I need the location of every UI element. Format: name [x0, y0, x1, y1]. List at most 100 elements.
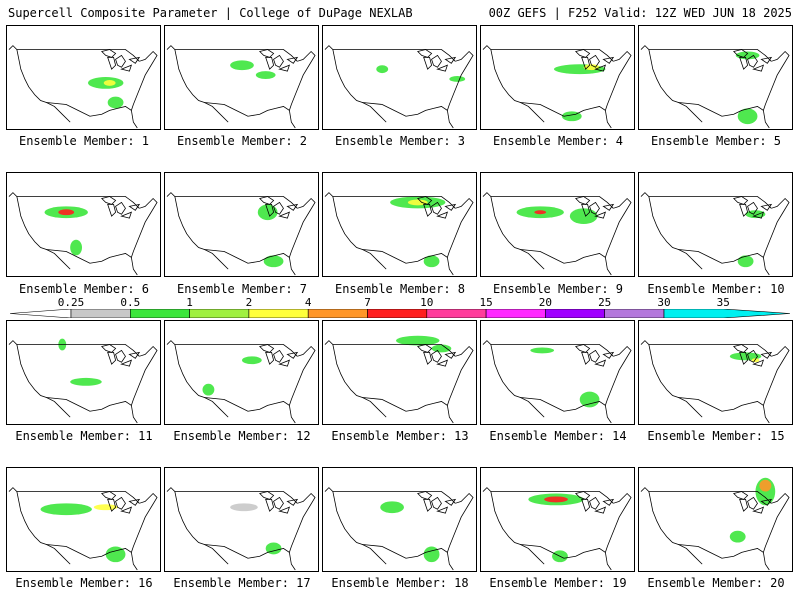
- us-basemap: [324, 487, 474, 571]
- great-lake-outline: [594, 359, 607, 367]
- scp-shading: [58, 209, 75, 216]
- ensemble-member-label: Ensemble Member: 14: [489, 429, 627, 443]
- ensemble-member-label: Ensemble Member: 4: [492, 134, 624, 148]
- scp-shading: [70, 239, 83, 256]
- great-lake-outline: [416, 344, 433, 353]
- scp-shading: [93, 504, 118, 511]
- great-lake-outline: [120, 506, 133, 514]
- map-outline: [482, 45, 545, 123]
- colorbar-tick-label: 15: [479, 296, 493, 309]
- map-panel-member-15: [638, 320, 793, 425]
- map-panel-member-9: [480, 172, 635, 277]
- ensemble-member-label: Ensemble Member: 6: [18, 282, 150, 296]
- great-lake-outline: [739, 498, 749, 512]
- map-panel-member-2: [164, 25, 319, 130]
- colorbar-segment: [248, 309, 309, 318]
- great-lake-outline: [574, 344, 591, 353]
- map-panel-member-5: [638, 25, 793, 130]
- map-outline: [204, 249, 276, 264]
- great-lake-outline: [602, 351, 615, 359]
- ensemble-member-label: Ensemble Member: 12: [173, 429, 311, 443]
- map-outline: [166, 340, 229, 418]
- map-outline: [446, 345, 474, 406]
- chart-title: Supercell Composite Parameter | College …: [8, 6, 413, 20]
- scp-shading: [230, 60, 254, 71]
- map-outline: [520, 544, 592, 559]
- colorbar-tick-label: 1: [186, 296, 193, 309]
- great-lake-outline: [278, 64, 291, 72]
- map-outline: [749, 253, 770, 276]
- great-lake-outline: [752, 359, 765, 367]
- map-outline: [640, 487, 703, 565]
- map-outline: [446, 197, 474, 258]
- ensemble-member-label: Ensemble Member: 7: [176, 282, 308, 296]
- map-outline: [604, 492, 632, 553]
- map-outline: [591, 548, 612, 571]
- great-lake-outline: [258, 196, 275, 205]
- great-lake-outline: [286, 498, 299, 506]
- map-outline: [204, 544, 276, 559]
- us-basemap: [166, 487, 316, 571]
- us-basemap: [482, 45, 632, 129]
- map-outline: [433, 106, 454, 129]
- map-outline: [324, 340, 387, 418]
- great-lake-outline: [258, 491, 275, 500]
- great-lake-outline: [423, 498, 433, 512]
- great-lake-outline: [273, 349, 284, 363]
- ensemble-member-label: Ensemble Member: 20: [647, 576, 785, 590]
- great-lake-outline: [732, 344, 749, 353]
- great-lake-outline: [107, 498, 117, 512]
- great-lake-outline: [128, 203, 141, 211]
- us-basemap: [166, 45, 316, 129]
- ensemble-member-label: Ensemble Member: 8: [334, 282, 466, 296]
- colorbar-tick-label: 35: [716, 296, 730, 309]
- scp-shading: [255, 71, 276, 79]
- great-lake-outline: [115, 54, 126, 68]
- scp-shading: [70, 377, 102, 386]
- colorbar-segment: [485, 309, 546, 318]
- map-outline: [762, 197, 790, 258]
- map-outline: [640, 192, 703, 270]
- scp-shading: [407, 199, 428, 206]
- map-outline: [762, 50, 790, 111]
- scp-shading: [745, 210, 766, 219]
- great-lake-outline: [273, 54, 284, 68]
- run-valid-time: 00Z GEFS | F252 Valid: 12Z WED JUN 18 20…: [488, 6, 792, 20]
- us-basemap: [8, 487, 158, 571]
- colorbar-segment: [663, 309, 790, 318]
- colorbar-segment: [130, 309, 190, 318]
- map-outline: [117, 401, 138, 424]
- great-lake-outline: [602, 56, 615, 64]
- map-panel-member-17: [164, 467, 319, 572]
- colorbar-segment: [70, 309, 131, 318]
- ensemble-member-label: Ensemble Member: 11: [15, 429, 153, 443]
- great-lake-outline: [594, 64, 607, 72]
- scp-shading: [737, 108, 758, 125]
- scp-shading: [569, 208, 598, 225]
- map-outline: [46, 102, 118, 117]
- great-lake-outline: [581, 498, 591, 512]
- great-lake-outline: [581, 351, 591, 365]
- us-basemap: [640, 477, 790, 571]
- great-lake-outline: [760, 498, 773, 506]
- map-outline: [46, 544, 118, 559]
- colorbar-segment: [189, 309, 250, 318]
- map-outline: [117, 253, 138, 276]
- map-outline: [288, 50, 316, 111]
- map-outline: [8, 340, 71, 418]
- map-outline: [46, 397, 118, 412]
- scp-shading: [103, 79, 116, 86]
- scp-shading: [729, 530, 746, 543]
- map-outline: [46, 249, 118, 264]
- map-outline: [678, 102, 750, 117]
- ensemble-member-label: Ensemble Member: 3: [334, 134, 466, 148]
- map-outline: [678, 397, 750, 412]
- ensemble-member-label: Ensemble Member: 9: [492, 282, 624, 296]
- ensemble-member-label: Ensemble Member: 1: [18, 134, 150, 148]
- map-outline: [640, 340, 703, 418]
- map-outline: [288, 345, 316, 406]
- map-outline: [275, 106, 296, 129]
- great-lake-outline: [732, 49, 749, 58]
- great-lake-outline: [574, 491, 591, 500]
- us-basemap: [640, 192, 790, 276]
